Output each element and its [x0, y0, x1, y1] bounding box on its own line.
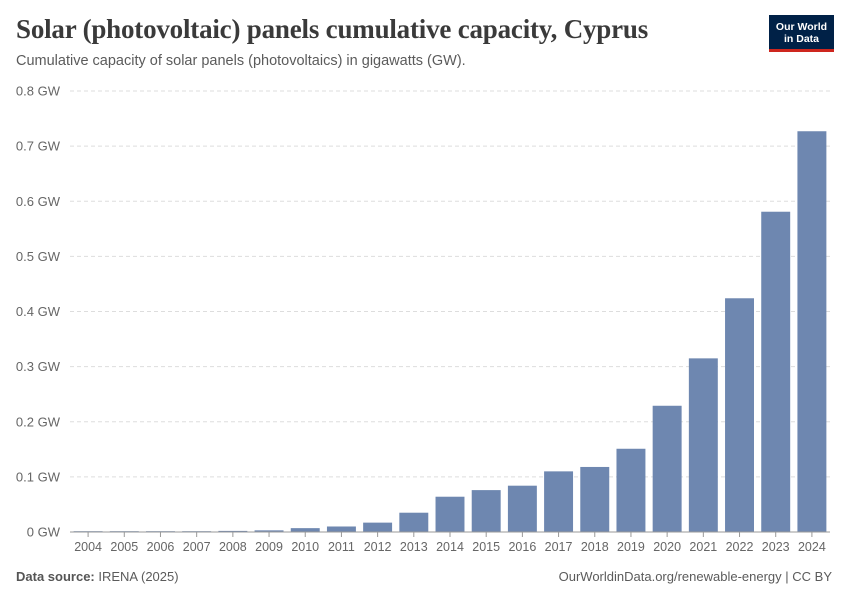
x-tick-label: 2013 [400, 540, 428, 554]
chart-title: Solar (photovoltaic) panels cumulative c… [16, 14, 649, 44]
bar-2016[interactable] [507, 485, 537, 532]
source-link[interactable]: OurWorldinData.org/renewable-energy | CC… [558, 569, 832, 584]
bar-2019[interactable] [616, 448, 646, 532]
y-tick-label: 0.2 GW [16, 414, 61, 429]
x-tick-label: 2005 [110, 540, 138, 554]
bar-2017[interactable] [544, 471, 574, 532]
x-tick-label: 2010 [291, 540, 319, 554]
bar-2022[interactable] [725, 298, 754, 532]
x-tick-label: 2017 [545, 540, 573, 554]
y-tick-label: 0.1 GW [16, 469, 61, 484]
bar-2021[interactable] [688, 358, 718, 532]
x-tick-label: 2006 [147, 540, 175, 554]
logo-line-2: in Data [783, 33, 819, 45]
bar-2024[interactable] [797, 131, 827, 532]
bar-2023[interactable] [761, 211, 791, 532]
x-tick-label: 2007 [183, 540, 211, 554]
bar-2013[interactable] [399, 512, 429, 532]
bar-2011[interactable] [326, 526, 356, 532]
bars [73, 131, 827, 532]
x-tick-label: 2012 [364, 540, 392, 554]
bar-2012[interactable] [363, 522, 393, 532]
x-tick-label: 2004 [74, 540, 102, 554]
y-tick-label: 0.6 GW [16, 194, 61, 209]
bar-2009[interactable] [254, 530, 284, 532]
x-tick-label: 2018 [581, 540, 609, 554]
x-axis-ticks: 2004 2005 2006 2007 2008 2009 2010 2011 2012 2013… [74, 532, 826, 554]
y-tick-label: 0.7 GW [16, 139, 61, 154]
x-tick-label: 2024 [798, 540, 826, 554]
x-tick-label: 2008 [219, 540, 247, 554]
x-tick-label: 2014 [436, 540, 464, 554]
x-tick-label: 2009 [255, 540, 283, 554]
data-source-label: Data source: [16, 569, 95, 584]
x-tick-label: 2011 [328, 540, 355, 554]
chart-subtitle: Cumulative capacity of solar panels (pho… [16, 53, 466, 69]
bar-2018[interactable] [580, 466, 610, 532]
bar-2015[interactable] [471, 490, 501, 532]
owid-logo[interactable]: Our World in Data [769, 15, 834, 52]
y-tick-label: 0.5 GW [16, 249, 61, 264]
y-axis-ticks: 0 GW 0.1 GW 0.2 GW 0.3 GW 0.4 GW 0.5 GW 0.6 GW… [16, 84, 61, 540]
y-tick-label: 0.8 GW [16, 84, 61, 99]
x-tick-label: 2022 [726, 540, 754, 554]
data-source: Data source: IRENA (2025) [16, 569, 179, 584]
logo-line-1: Our World [775, 21, 828, 33]
data-source-value: IRENA (2025) [98, 569, 179, 584]
x-tick-label: 2016 [508, 540, 536, 554]
x-tick-label: 2015 [472, 540, 500, 554]
y-tick-label: 0.3 GW [16, 359, 61, 374]
y-tick-label: 0.4 GW [16, 304, 61, 319]
x-tick-label: 2021 [689, 540, 717, 554]
bar-2020[interactable] [652, 405, 682, 532]
bar-2014[interactable] [435, 496, 465, 532]
x-tick-label: 2019 [617, 540, 645, 554]
x-tick-label: 2020 [653, 540, 681, 554]
y-tick-label: 0 GW [27, 525, 61, 540]
bar-2008[interactable] [218, 530, 248, 532]
x-tick-label: 2023 [762, 540, 790, 554]
bar-2010[interactable] [290, 528, 320, 532]
